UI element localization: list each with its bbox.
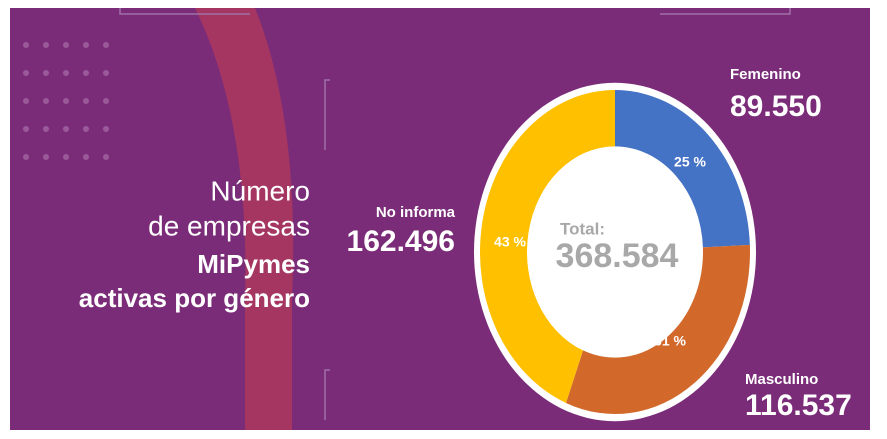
decor-dot	[103, 70, 109, 76]
decor-dot	[83, 70, 89, 76]
title-line: Número	[210, 175, 310, 206]
decor-dot	[83, 126, 89, 132]
percent-label: 31 %	[654, 333, 686, 349]
decor-dot	[83, 154, 89, 160]
decor-dot	[63, 70, 69, 76]
total-label: Total:	[560, 219, 605, 238]
percent-label: 25 %	[674, 154, 706, 170]
decor-dot	[43, 42, 49, 48]
percent-label: 43 %	[494, 234, 526, 250]
title-line: activas por género	[79, 283, 310, 313]
decor-dot	[103, 154, 109, 160]
decor-dot	[83, 98, 89, 104]
value-label: 162.496	[347, 225, 455, 258]
value-label: 116.537	[745, 389, 852, 422]
decor-dots	[23, 42, 109, 160]
category-label: Femenino	[730, 66, 801, 83]
donut-center	[537, 166, 693, 338]
decor-dot	[43, 98, 49, 104]
decor-dot	[63, 42, 69, 48]
donut: Total:368.584 25 % 31 % 43 %	[474, 82, 756, 422]
decor-dot	[43, 154, 49, 160]
decor-dot	[23, 126, 29, 132]
decor-dot	[103, 126, 109, 132]
decor-dot	[23, 42, 29, 48]
decor-dot	[63, 98, 69, 104]
decor-band	[195, 8, 294, 430]
decor-dot	[43, 70, 49, 76]
decor-dot	[23, 70, 29, 76]
decor-dot	[63, 126, 69, 132]
donut-segment	[479, 90, 615, 403]
donut-segment	[565, 244, 750, 415]
decor-dot	[43, 126, 49, 132]
title-line: de empresas	[148, 210, 310, 241]
decor-dot	[23, 98, 29, 104]
title-line: MiPymes	[197, 249, 310, 279]
decor-dot	[103, 42, 109, 48]
decor-dot	[103, 98, 109, 104]
decor-dot	[63, 154, 69, 160]
category-label: No informa	[376, 204, 456, 221]
value-label: 89.550	[730, 90, 822, 123]
donut-segment	[615, 90, 750, 248]
decor-dot	[83, 42, 89, 48]
total-value: 368.584	[556, 237, 679, 275]
category-label: Masculino	[745, 371, 818, 388]
decor-dot	[23, 154, 29, 160]
decor-brackets	[119, 8, 791, 420]
